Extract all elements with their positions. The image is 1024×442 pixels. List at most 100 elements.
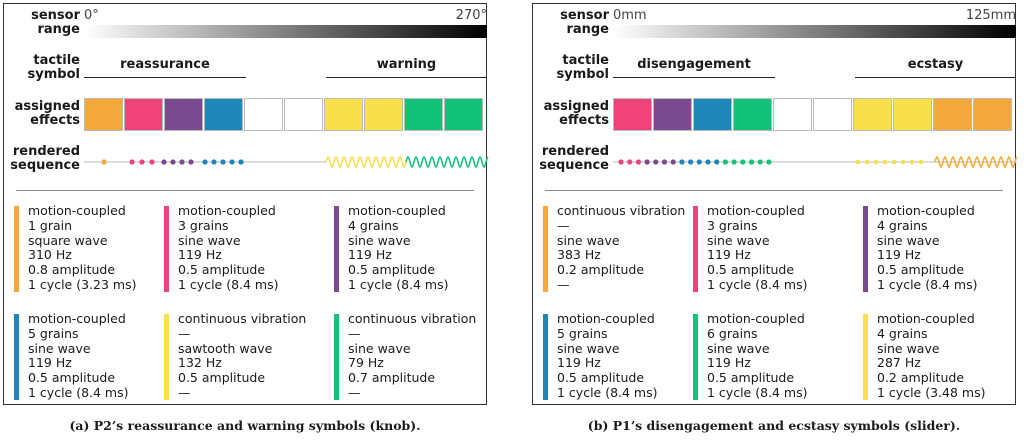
effect-description: motion-coupled 4 grains sine wave 287 Hz 0.2… [877, 311, 986, 401]
grain-dot [696, 159, 702, 165]
effect-line: 1 cycle (8.4 ms) [557, 384, 658, 400]
effect-line: — [557, 217, 570, 233]
sensor-range-gradient [84, 25, 487, 38]
section-divider [16, 190, 474, 191]
grain-dot [661, 159, 668, 165]
tactile-symbol-label: tactile symbol [27, 53, 80, 82]
effect-line: 119 Hz [877, 247, 921, 263]
effect-line: 0.5 amplitude [707, 262, 795, 278]
effect-color-bar [14, 206, 19, 292]
grain-dot [653, 159, 659, 165]
effect-swatch [653, 98, 692, 131]
grain-dot [688, 159, 694, 165]
effect-line: 119 Hz [707, 355, 751, 371]
grain-dot [722, 159, 728, 165]
grain-dot-yellow [873, 159, 879, 165]
effect-line: motion-coupled [348, 203, 446, 218]
effect-swatch [893, 98, 932, 131]
effect-color-bar [863, 206, 868, 292]
effect-line: 132 Hz [178, 355, 222, 371]
effect-swatch [733, 98, 772, 131]
effect-line: 0.2 amplitude [557, 262, 645, 278]
grain-dot [705, 159, 711, 165]
symbol-reassurance: reassurance [120, 57, 210, 72]
effect-line: sine wave [348, 340, 411, 356]
grain-dot [714, 159, 720, 165]
figure-panel-b: sensor range tactile symbol assigned effect… [532, 3, 1018, 405]
effect-swatch [973, 98, 1012, 131]
assigned-effects-label: assigned effects [543, 99, 609, 128]
grain-dot [238, 159, 244, 165]
effect-line: — [178, 325, 191, 341]
grain-dot [757, 159, 763, 165]
wave-yellow [325, 155, 407, 169]
effect-line: 0.8 amplitude [28, 262, 116, 278]
effect-description: continuous vibration — sine wave 383 Hz 0.2 … [557, 203, 685, 293]
effect-line: 119 Hz [348, 247, 392, 263]
effect-line: 1 cycle (3.48 ms) [877, 384, 986, 400]
grain-dot [188, 159, 194, 165]
range-end-label: 270° [455, 8, 487, 23]
effect-line: 6 grains [707, 325, 758, 341]
grain-dot [748, 159, 755, 165]
effect-line: 1 cycle (8.4 ms) [348, 276, 449, 292]
grain-dot [202, 159, 208, 165]
effect-color-bar [334, 314, 339, 400]
grain-dot-yellow [855, 159, 861, 165]
assigned-effects-label: assigned effects [14, 99, 80, 128]
effect-swatch [84, 98, 123, 131]
effect-line: motion-coupled [707, 311, 805, 326]
rendered-sequence-plot [84, 155, 489, 169]
effect-line: 119 Hz [707, 247, 751, 263]
effect-line: 5 grains [557, 325, 608, 341]
effect-line: 0.5 amplitude [28, 370, 116, 386]
section-divider [545, 190, 1003, 191]
effect-line: sine wave [877, 232, 940, 248]
effect-line: continuous vibration [178, 311, 307, 326]
effect-line: 0.5 amplitude [178, 262, 266, 278]
grain-dot [627, 159, 633, 165]
effect-line: sine wave [707, 232, 770, 248]
grain-dot [618, 159, 624, 165]
effect-swatch [364, 98, 403, 131]
grain-dot [229, 159, 235, 165]
symbol-reassurance-underline [84, 77, 246, 78]
effect-description: motion-coupled 3 grains sine wave 119 Hz 0.5… [178, 203, 279, 293]
grain-dot [211, 159, 217, 165]
symbol-ecstasy-underline [855, 77, 1016, 78]
effect-swatch [284, 98, 323, 131]
effect-swatch [613, 98, 652, 131]
effect-swatch [124, 98, 163, 131]
figure-panel-a: sensor range tactile symbol assigned effect… [3, 3, 489, 405]
grain-dot [170, 159, 176, 165]
effect-line: — [178, 384, 191, 400]
effect-swatch [164, 98, 203, 131]
grain-dot [644, 159, 650, 165]
grain-dot [766, 159, 772, 165]
grain-dot-yellow [882, 159, 888, 165]
range-start-label: 0mm [613, 8, 647, 23]
rendered-sequence-label: rendered sequence [539, 144, 609, 173]
effect-line: 0.2 amplitude [877, 370, 965, 386]
effect-line: 1 cycle (8.4 ms) [707, 276, 808, 292]
range-start-label: 0° [84, 8, 99, 23]
sensor-range-label: sensor range [560, 8, 609, 37]
effect-line: 0.5 amplitude [707, 370, 795, 386]
effect-swatch [813, 98, 852, 131]
effect-line: 79 Hz [348, 355, 384, 371]
effect-line: 5 grains [28, 325, 79, 341]
effect-line: 3 grains [178, 217, 229, 233]
effect-line: motion-coupled [557, 311, 655, 326]
rendered-sequence-label: rendered sequence [10, 144, 80, 173]
caption-b: (b) P1’s disengagement and ecstasy symbo… [587, 418, 961, 433]
effect-line: sine wave [557, 232, 620, 248]
effect-swatch [444, 98, 483, 131]
effect-line: — [557, 276, 570, 292]
effect-swatch [404, 98, 443, 131]
effect-line: 1 cycle (8.4 ms) [178, 276, 279, 292]
effect-line: 383 Hz [557, 247, 601, 263]
effect-color-bar [693, 314, 698, 400]
effect-line: 287 Hz [877, 355, 921, 371]
grain-dot [139, 159, 145, 165]
effect-swatch [933, 98, 972, 131]
